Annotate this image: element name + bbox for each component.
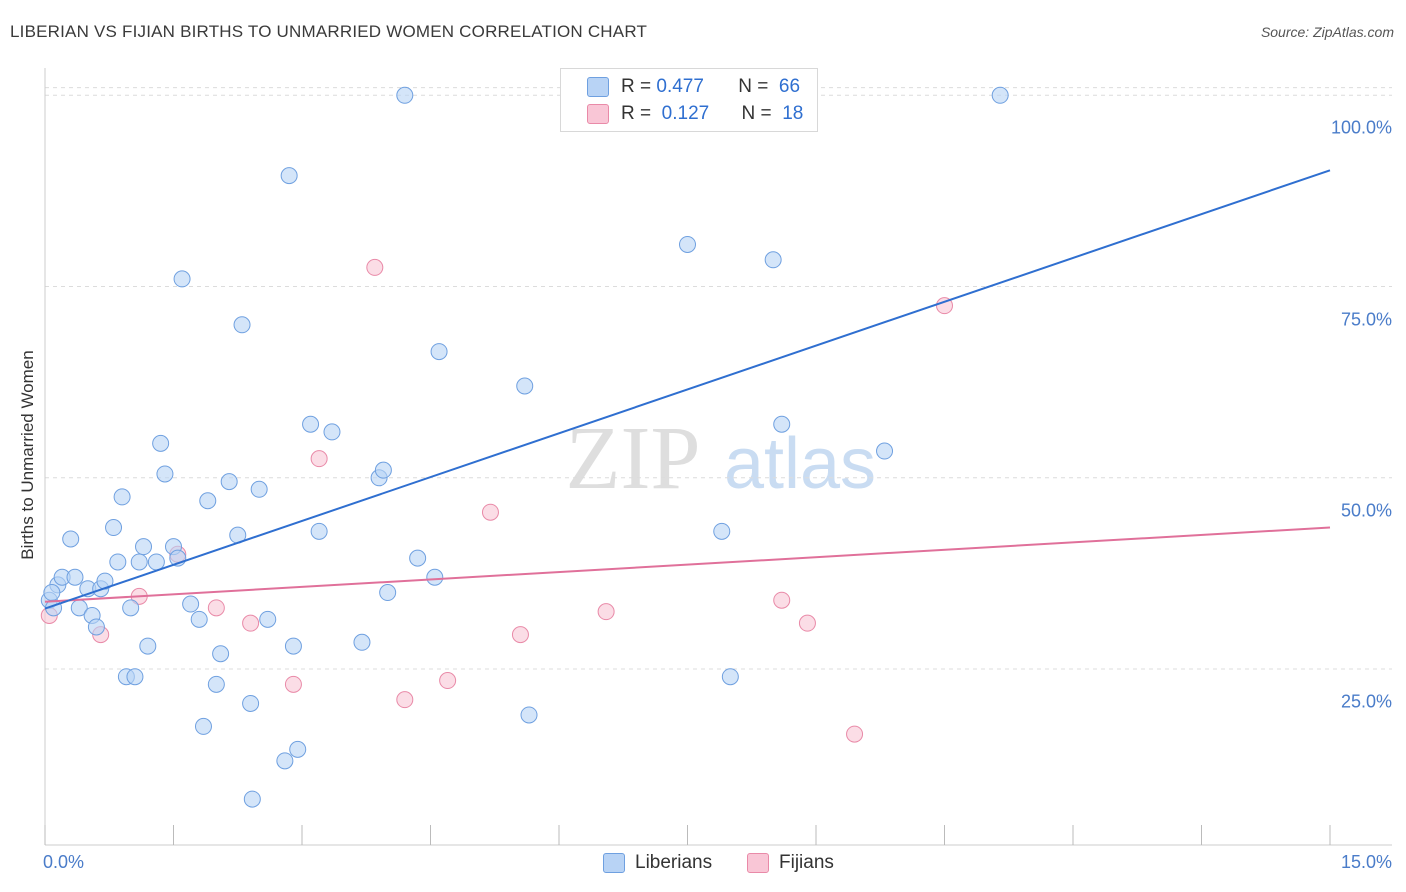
liberians-point (379, 584, 397, 602)
legend-r-value: 0.127 (661, 103, 710, 124)
liberians-point (516, 377, 534, 395)
fijians-point (439, 672, 457, 690)
fijians-point (242, 614, 260, 632)
liberians-point (409, 549, 427, 567)
liberians-point (773, 415, 791, 433)
y-tick-label: 25.0% (1340, 691, 1392, 712)
liberians-point (284, 637, 302, 655)
liberians-point (250, 480, 268, 498)
liberians-point (242, 694, 260, 712)
liberians-point (280, 167, 298, 185)
liberians-point (302, 415, 320, 433)
liberians-point (259, 610, 277, 628)
liberians-point (173, 270, 191, 288)
y-tick-label: 75.0% (1340, 309, 1392, 330)
x-tick-label: 0.0% (43, 852, 85, 872)
fijians-swatch (747, 853, 769, 873)
liberians-point (289, 740, 307, 758)
axes (44, 68, 1392, 846)
legend-r-label: R = (621, 103, 652, 124)
liberians-point (243, 790, 261, 808)
liberians-point (43, 584, 61, 602)
trend-lines (44, 169, 1331, 610)
liberians-point (126, 668, 144, 686)
legend-series-name: Liberians (635, 852, 713, 873)
fijians-trend-line (44, 526, 1331, 603)
liberians-point (212, 645, 230, 663)
fijians-point (284, 675, 302, 693)
legend-n-value: 18 (782, 103, 804, 124)
liberians-point (876, 442, 894, 460)
liberians-point (66, 568, 84, 586)
fijians-point (310, 450, 328, 468)
liberians-swatch (587, 77, 609, 97)
fijians-point (366, 258, 384, 276)
liberians-point (156, 465, 174, 483)
legend-n-label: N = (741, 103, 772, 124)
liberians-point (62, 530, 80, 548)
liberians-point (130, 553, 148, 571)
liberians-point (139, 637, 157, 655)
liberians-point (105, 519, 123, 537)
fijians-point (798, 614, 816, 632)
fijians-point (207, 599, 225, 617)
liberians-swatch (603, 853, 625, 873)
legend-r-label: R = (621, 76, 652, 97)
source-label: Source: ZipAtlas.com (1260, 24, 1394, 40)
liberians-point (194, 717, 212, 735)
fijians-point (773, 591, 791, 609)
liberians-point (276, 752, 294, 770)
liberians-point (679, 235, 696, 253)
fijians-point (396, 691, 414, 709)
liberians-point (323, 423, 341, 441)
liberians-point (430, 343, 448, 361)
fijians-point (846, 725, 864, 743)
fijians-point (597, 603, 615, 621)
legend-row-liberians: R = 0.477 N = 66 (587, 75, 800, 99)
liberians-point (199, 492, 217, 510)
liberians-point (152, 434, 170, 452)
liberians-point (991, 86, 1009, 104)
bottom-legend-fijians: Fijians (747, 852, 834, 874)
liberians-point (207, 675, 225, 693)
liberians-point (721, 668, 739, 686)
liberians-point (426, 568, 444, 586)
liberians-point (135, 538, 153, 556)
legend-series-name: Fijians (779, 852, 834, 873)
y-tick-label: 50.0% (1340, 500, 1392, 521)
liberians-point (109, 553, 127, 571)
liberians-point (87, 618, 105, 636)
liberians-point (353, 633, 371, 651)
y-tick-label: 100.0% (1330, 117, 1392, 138)
liberians-point (713, 522, 731, 540)
watermark-atlas: atlas (724, 424, 876, 504)
liberians-point (147, 553, 165, 571)
liberians-point (113, 488, 131, 506)
legend-n-label: N = (738, 76, 769, 97)
x-tick-label: 15.0% (1340, 852, 1392, 872)
liberians-point (310, 522, 328, 540)
legend: R = 0.477 N = 66 R = 0.127 N = 18 (560, 68, 818, 132)
liberians-point (520, 706, 538, 724)
liberians-point (396, 86, 414, 104)
liberians-point (122, 599, 140, 617)
chart-title: LIBERIAN VS FIJIAN BIRTHS TO UNMARRIED W… (10, 22, 648, 41)
fijians-swatch (587, 104, 609, 124)
liberians-point (764, 251, 782, 269)
liberians-trend-line (44, 169, 1331, 610)
liberians-point (220, 473, 238, 491)
legend-n-value: 66 (778, 76, 801, 97)
liberians-point (190, 610, 208, 628)
watermark-zip: ZIP (566, 409, 701, 508)
fijians-point (936, 297, 953, 315)
legend-r-value: 0.477 (656, 76, 704, 97)
bottom-legend-liberians: Liberians (603, 852, 712, 874)
liberians-point (182, 595, 200, 613)
liberians-point (374, 461, 392, 479)
fijians-point (481, 503, 499, 521)
legend-row-fijians: R = 0.127 N = 18 (587, 102, 803, 126)
fijians-point (511, 626, 529, 644)
liberians-point (233, 316, 251, 334)
